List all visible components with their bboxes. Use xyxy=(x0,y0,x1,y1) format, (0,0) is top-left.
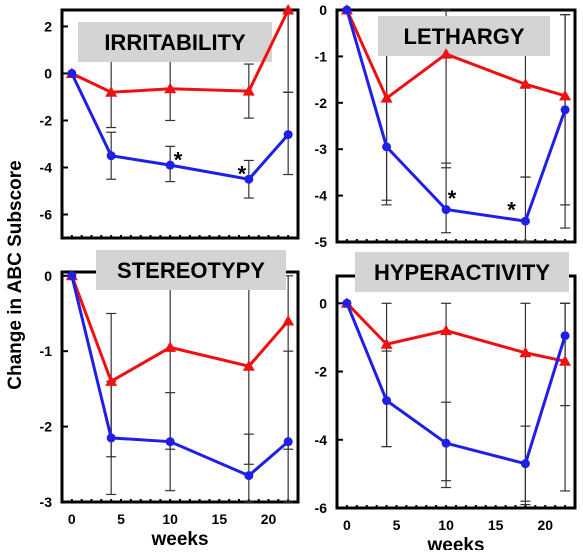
data-point-circle xyxy=(244,174,254,184)
data-point-triangle xyxy=(105,86,118,97)
x-axis-label: weeks xyxy=(426,535,484,550)
data-point-circle xyxy=(441,438,451,448)
data-point-circle xyxy=(382,396,392,406)
y-tick-label: -1 xyxy=(40,343,53,359)
data-point-triangle xyxy=(440,48,453,59)
data-point-triangle xyxy=(559,89,572,101)
data-point-triangle xyxy=(519,346,532,358)
y-tick-label: 0 xyxy=(319,2,327,18)
data-point-triangle xyxy=(519,78,532,89)
x-tick-label: 20 xyxy=(537,517,553,533)
data-point-circle xyxy=(244,471,254,481)
data-point-triangle xyxy=(559,355,572,366)
y-tick-label: -1 xyxy=(315,48,328,64)
data-point-circle xyxy=(165,160,175,170)
y-tick-label: -3 xyxy=(315,141,328,157)
y-tick-label: -5 xyxy=(315,234,328,250)
data-point-circle xyxy=(165,437,175,447)
data-point-circle xyxy=(67,271,77,281)
panel-stereotypy: 0 -1 -2 -3 0 5 10 15 20 weeks STEREOTYPY xyxy=(40,250,300,550)
data-point-circle xyxy=(520,459,530,469)
data-point-triangle xyxy=(380,92,393,103)
y-tick-label: -4 xyxy=(40,159,53,175)
x-tick-label: 15 xyxy=(488,517,504,533)
data-point-circle xyxy=(560,331,570,341)
x-tick-label: 15 xyxy=(212,511,228,527)
x-tick-label: 10 xyxy=(438,517,454,533)
x-tick-label: 0 xyxy=(68,511,76,527)
panel-hyperactivity: 0 -2 -4 -6 0 5 10 15 20 weeks HYPERACTIVITY xyxy=(315,252,577,555)
x-tick-label: 5 xyxy=(393,517,401,533)
panel-lethargy: 0 -1 -2 -3 -4 -5 LETHARGY * * xyxy=(315,2,577,250)
data-point-triangle xyxy=(242,360,255,371)
data-point-triangle xyxy=(440,324,453,336)
data-point-circle xyxy=(106,433,116,443)
x-tick-label: 5 xyxy=(117,511,125,527)
significance-asterisk: * xyxy=(507,198,516,223)
y-axis-label: Change in ABC Subscore xyxy=(5,160,26,390)
series-line xyxy=(70,275,290,384)
data-point-circle xyxy=(67,68,77,78)
y-tick-label: 2 xyxy=(44,18,52,34)
significance-asterisk: * xyxy=(448,186,457,211)
data-point-circle xyxy=(342,298,352,308)
data-point-circle xyxy=(441,205,451,215)
y-tick-label: -2 xyxy=(315,364,328,380)
y-tick-label: -2 xyxy=(315,95,328,111)
significance-asterisk: * xyxy=(174,147,183,172)
series-line xyxy=(70,275,290,478)
data-point-circle xyxy=(382,142,392,152)
x-tick-label: 10 xyxy=(162,511,178,527)
data-point-triangle xyxy=(282,315,295,326)
panel-title: HYPERACTIVITY xyxy=(374,260,550,285)
y-tick-label: 0 xyxy=(44,268,52,284)
panel-irritability: 2 0 -2 -4 -6 IRRITABILITY * * xyxy=(40,4,300,240)
data-point-circle xyxy=(520,216,530,226)
data-point-triangle xyxy=(380,338,393,349)
x-tick-label: 20 xyxy=(261,511,277,527)
data-point-circle xyxy=(283,130,293,140)
y-tick-label: -2 xyxy=(40,419,53,435)
data-point-circle xyxy=(106,151,116,161)
y-tick-label: -2 xyxy=(40,112,53,128)
y-tick-label: -4 xyxy=(315,432,328,448)
series-line xyxy=(345,302,567,466)
y-axis-label-container: Change in ABC Subscore xyxy=(2,0,30,550)
x-tick-label: 0 xyxy=(343,517,351,533)
x-axis-label: weeks xyxy=(150,529,208,550)
panel-title: STEREOTYPY xyxy=(117,258,265,283)
data-point-triangle xyxy=(282,4,295,15)
plot-frame xyxy=(335,274,577,510)
series-line xyxy=(345,302,566,363)
panel-title-box xyxy=(378,16,550,56)
y-tick-label: 0 xyxy=(319,295,327,311)
data-point-triangle xyxy=(242,85,255,96)
data-point-circle xyxy=(283,437,293,447)
panel-title: IRRITABILITY xyxy=(104,30,246,55)
panel-title-box xyxy=(96,250,286,290)
significance-asterisk: * xyxy=(238,161,247,186)
panel-title-box xyxy=(355,252,569,292)
panel-title: LETHARGY xyxy=(404,24,525,49)
data-point-circle xyxy=(560,105,570,115)
y-tick-label: -6 xyxy=(315,500,328,516)
data-point-circle xyxy=(342,5,352,15)
data-point-triangle xyxy=(164,82,177,94)
data-point-triangle xyxy=(105,375,118,386)
y-tick-label: -4 xyxy=(315,188,328,204)
y-tick-label: 0 xyxy=(44,65,52,81)
y-tick-label: -3 xyxy=(40,494,53,510)
panel-title-box xyxy=(78,22,272,62)
y-tick-label: -6 xyxy=(40,206,53,222)
data-point-triangle xyxy=(164,341,177,352)
